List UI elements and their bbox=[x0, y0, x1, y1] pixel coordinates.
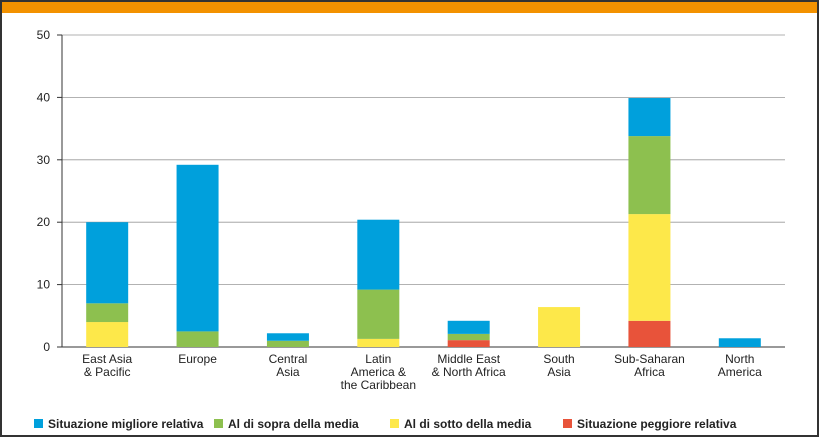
bar-segment bbox=[628, 320, 671, 347]
bar-segment bbox=[357, 219, 400, 290]
bar-segment bbox=[357, 338, 400, 347]
bar-segment bbox=[447, 320, 490, 334]
x-tick-label: Europe bbox=[178, 352, 217, 366]
y-tick-label: 40 bbox=[37, 90, 51, 104]
y-tick-label: 50 bbox=[37, 28, 51, 42]
header-band bbox=[0, 0, 819, 13]
x-tick-label: Central Asia bbox=[269, 352, 308, 379]
legend-label: Situazione migliore relativa bbox=[48, 417, 204, 431]
legend-swatch bbox=[563, 419, 572, 428]
bar-segment bbox=[357, 289, 400, 339]
bar-segment bbox=[176, 164, 219, 332]
legend-label: Al di sopra della media bbox=[228, 417, 359, 431]
x-tick-label: Middle East & North Africa bbox=[432, 352, 506, 379]
y-tick-label: 30 bbox=[37, 153, 51, 167]
bar-segment bbox=[266, 340, 309, 347]
x-tick-label: Sub-Saharan Africa bbox=[614, 352, 685, 379]
x-tick-label: East Asia & Pacific bbox=[82, 352, 132, 379]
bar-segment bbox=[176, 331, 219, 347]
bar-segment bbox=[86, 303, 129, 323]
bar-segment bbox=[538, 307, 581, 347]
bar-segment bbox=[447, 340, 490, 347]
legend-label: Situazione peggiore relativa bbox=[577, 417, 737, 431]
x-tick-label: Latin America & the Caribbean bbox=[341, 352, 416, 392]
legend-label: Al di sotto della media bbox=[404, 417, 532, 431]
bar-segment bbox=[447, 333, 490, 341]
bar-segment bbox=[266, 333, 309, 341]
bar-segment bbox=[718, 338, 761, 347]
x-tick-label: North America bbox=[718, 352, 762, 379]
x-tick-label: South Asia bbox=[543, 352, 574, 379]
legend-swatch bbox=[34, 419, 43, 428]
y-tick-label: 10 bbox=[37, 278, 51, 292]
legend-swatch bbox=[214, 419, 223, 428]
legend-swatch bbox=[390, 419, 399, 428]
bar-segment bbox=[628, 98, 671, 137]
y-tick-label: 20 bbox=[37, 215, 51, 229]
bar-segment bbox=[628, 136, 671, 215]
bar-segment bbox=[86, 322, 129, 347]
y-tick-label: 0 bbox=[43, 340, 50, 354]
bar-segment bbox=[86, 222, 129, 304]
bar-segment bbox=[628, 214, 671, 321]
